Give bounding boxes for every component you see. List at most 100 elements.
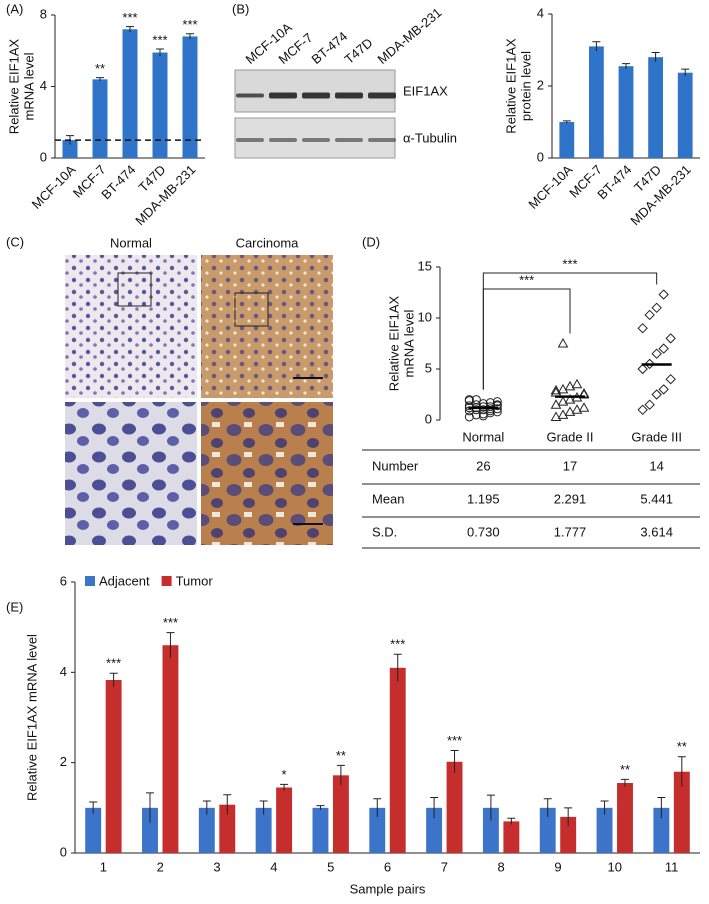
y-tick-label: 2 [60,754,67,769]
point [550,411,562,421]
x-tick-label: 8 [498,859,505,874]
error-bar [316,805,325,811]
significance: * [282,767,287,782]
band [335,92,363,99]
band [302,92,330,99]
bar [559,122,575,158]
blot-strip [234,69,396,113]
point [564,380,576,391]
bar [648,57,663,159]
error-bar [592,41,601,52]
point [464,412,474,422]
y-tick-label: 0 [537,149,544,164]
y-tick-label: 15 [418,258,432,273]
point [651,348,662,359]
bar [276,787,293,853]
bar [673,771,690,853]
x-axis-label: Sample pairs [350,881,426,896]
image [201,402,333,545]
x-tick-label: MCF-10A [525,162,575,212]
column-label: Carcinoma [236,235,300,250]
bar [389,667,406,853]
error-bar [126,26,134,32]
table-cell: 5.441 [640,491,673,506]
panel-label: (C) [6,234,24,249]
bar [589,46,604,158]
error-bar [109,672,118,687]
error-bar [564,807,573,826]
error-bar [156,48,164,57]
band-label: EIF1AX [403,83,448,98]
y-tick-label: 5 [425,360,432,375]
bar [677,72,693,158]
band [269,138,297,142]
point [578,402,590,412]
y-axis-label: mRNA level [401,309,416,377]
error-bar [486,794,495,821]
point [651,302,662,314]
column-label: Normal [110,235,152,250]
error-bar [393,653,402,682]
table-cell: 14 [649,458,663,473]
image [65,255,197,398]
band [236,138,264,142]
significance: *** [152,32,167,47]
error-bar [223,794,232,815]
point [471,395,481,405]
error-bar [186,33,194,40]
point [644,309,655,321]
x-tick-label: 3 [213,859,220,874]
bar [539,807,556,853]
table-cell: Number [372,458,419,473]
error-bar [373,798,382,817]
point [658,343,669,354]
bar [482,807,499,853]
x-tick-label: 1 [100,859,107,874]
bar [255,807,272,853]
error-bar [450,749,459,774]
point [644,358,655,370]
table-cell: 3.614 [640,524,673,539]
point [464,395,474,405]
bar [332,775,349,853]
significance: *** [519,272,534,287]
x-tick-label: 11 [665,859,679,874]
bar [369,807,386,853]
bar [152,52,168,158]
point [658,289,669,300]
error-bar [166,632,175,658]
significance: *** [562,256,577,271]
table-cell: 26 [476,458,490,473]
point [665,373,676,385]
x-tick-label: 4 [270,859,277,874]
legend-label: Adjacent [99,573,150,588]
bar [312,807,329,853]
point [464,401,474,411]
inset-box [117,272,152,307]
y-tick-label: 4 [40,78,47,93]
x-tick-label: 5 [327,859,334,874]
y-axis-label: protein level [518,51,533,121]
bracket [482,288,571,390]
point [557,337,569,348]
error-bar [543,798,552,817]
bar [653,807,670,853]
bar [85,807,102,853]
error-bar [430,796,439,819]
table-cell: 17 [563,458,577,473]
band-label: α-Tubulin [403,130,457,145]
bar [560,816,577,853]
bar [617,782,633,853]
significance: *** [122,10,137,25]
legend-swatch [85,576,95,586]
y-axis-label: Relative EIF1AX [503,38,518,134]
error-bar [621,778,629,787]
significance: *** [447,733,462,748]
error-bar [657,796,666,819]
significance: *** [106,656,121,671]
point [564,406,576,416]
point [557,409,569,419]
lane-label: MDA-MB-231 [374,5,444,67]
bar [426,807,443,853]
point [557,396,569,406]
